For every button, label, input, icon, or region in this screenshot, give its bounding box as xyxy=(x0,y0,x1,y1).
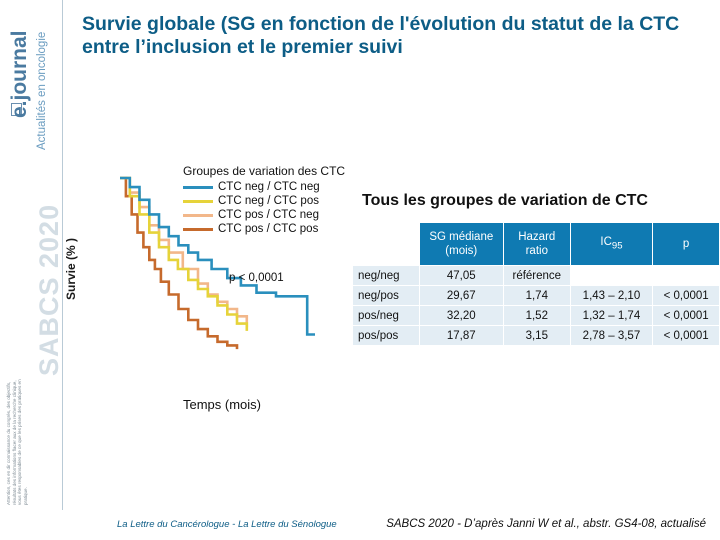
legend-label: CTC pos / CTC neg xyxy=(218,209,319,221)
table-heading: Tous les groupes de variation de CTC xyxy=(362,192,648,209)
row-ic: 1,43 – 2,10 xyxy=(570,286,653,305)
table-row: pos/neg 32,20 1,52 1,32 – 1,74 < 0,0001 xyxy=(353,306,719,325)
row-group: pos/neg xyxy=(353,306,419,325)
header-ic-text: IC xyxy=(600,235,612,248)
row-hr: référence xyxy=(503,266,570,285)
survival-chart xyxy=(120,176,315,350)
table-row: neg/pos 29,67 1,74 1,43 – 2,10 < 0,0001 xyxy=(353,286,719,305)
row-group: neg/pos xyxy=(353,286,419,305)
header-ic: IC95 xyxy=(570,223,653,265)
legend-item: CTC neg / CTC pos xyxy=(183,194,320,208)
sidebar: e.journal Actualités en oncologie SABCS … xyxy=(0,0,64,510)
row-median: 17,87 xyxy=(419,326,503,345)
row-ic xyxy=(571,266,653,285)
survival-curve xyxy=(120,176,315,336)
legend-swatch xyxy=(183,213,213,217)
slide-title: Survie globale (SG en fonction de l'évol… xyxy=(82,13,680,58)
x-axis-label: Temps (mois) xyxy=(183,397,262,412)
row-hr: 3,15 xyxy=(503,326,570,345)
row-group: neg/neg xyxy=(353,266,419,285)
row-hr: 1,74 xyxy=(503,286,570,305)
table-header-empty xyxy=(353,223,419,265)
table-row: neg/neg 47,05 référence xyxy=(353,266,719,285)
legend-label: CTC pos / CTC pos xyxy=(218,223,319,235)
chart-title: Groupes de variation des CTC xyxy=(183,164,346,178)
row-median: 47,05 xyxy=(419,266,503,285)
legend-swatch xyxy=(183,227,213,231)
row-median: 29,67 xyxy=(419,286,503,305)
footer-journal: La Lettre du Cancérologue - La Lettre du… xyxy=(117,519,337,530)
survival-curves xyxy=(120,176,315,350)
sidebar-divider xyxy=(62,0,63,510)
header-median: SG médiane (mois) xyxy=(419,223,503,265)
brand-name: e.journal xyxy=(8,30,31,118)
table-header-row: SG médiane (mois) Hazard ratio IC95 p xyxy=(353,223,719,265)
legend-label: CTC neg / CTC pos xyxy=(218,195,319,207)
table-row: pos/pos 17,87 3,15 2,78 – 3,57 < 0,0001 xyxy=(353,326,719,345)
legend-item: CTC pos / CTC neg xyxy=(183,208,320,222)
legend-label: CTC neg / CTC neg xyxy=(218,181,320,193)
row-p: < 0,0001 xyxy=(653,326,719,345)
legend-swatch xyxy=(183,185,213,189)
journal-logo-icon xyxy=(11,103,22,116)
row-p xyxy=(653,266,719,285)
legend-item: CTC pos / CTC pos xyxy=(183,222,320,236)
brand-subtitle: Actualités en oncologie xyxy=(36,31,48,150)
results-table: SG médiane (mois) Hazard ratio IC95 p ne… xyxy=(352,222,720,346)
row-ic: 2,78 – 3,57 xyxy=(570,326,653,345)
row-group: pos/pos xyxy=(353,326,419,345)
header-hazard-ratio: Hazard ratio xyxy=(503,223,570,265)
legend-item: CTC neg / CTC neg xyxy=(183,180,320,194)
y-axis-label: Survie (% ) xyxy=(64,237,78,300)
disclaimer-text: Attention, ces en dir connaissance du co… xyxy=(6,379,28,505)
row-ic: 1,32 – 1,74 xyxy=(570,306,653,325)
footer-source: SABCS 2020 - D’après Janni W et al., abs… xyxy=(386,518,706,530)
conference-name: SABCS 2020 xyxy=(34,203,64,376)
survival-curve xyxy=(120,176,249,331)
p-value-label: p < 0,0001 xyxy=(229,272,284,284)
survival-curve xyxy=(120,176,239,350)
row-p: < 0,0001 xyxy=(653,286,719,305)
legend-swatch xyxy=(183,199,213,203)
row-hr: 1,52 xyxy=(503,306,570,325)
header-p: p xyxy=(653,223,719,265)
row-median: 32,20 xyxy=(419,306,503,325)
row-p: < 0,0001 xyxy=(653,306,719,325)
header-ic-subscript: 95 xyxy=(611,240,623,252)
chart-legend: CTC neg / CTC neg CTC neg / CTC pos CTC … xyxy=(183,180,320,236)
